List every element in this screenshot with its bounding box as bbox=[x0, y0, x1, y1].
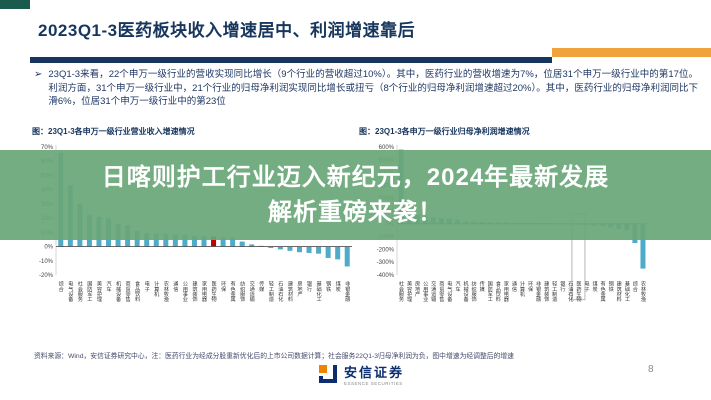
svg-text:银行: 银行 bbox=[559, 280, 565, 293]
svg-text:家用电器: 家用电器 bbox=[201, 280, 207, 304]
svg-text:非银金融: 非银金融 bbox=[535, 280, 541, 304]
svg-text:煤炭: 煤炭 bbox=[335, 280, 341, 293]
svg-text:社会服务: 社会服务 bbox=[76, 280, 82, 304]
svg-text:机械设备: 机械设备 bbox=[462, 280, 468, 304]
svg-text:基础化工: 基础化工 bbox=[623, 280, 629, 303]
svg-text:70%: 70% bbox=[41, 145, 54, 151]
svg-text:家用电器: 家用电器 bbox=[502, 280, 508, 304]
svg-text:医药生物: 医药生物 bbox=[575, 281, 581, 304]
svg-text:建筑装饰: 建筑装饰 bbox=[191, 280, 197, 304]
svg-text:-200%: -200% bbox=[377, 247, 395, 253]
svg-text:美容护理: 美容护理 bbox=[96, 280, 102, 303]
title-divider-blue bbox=[30, 57, 552, 63]
source-footnote: 资料来源：Wind，安信证券研究中心，注：医药行业为经成分股重新优化后的上市公司… bbox=[34, 353, 514, 360]
svg-text:建筑材料: 建筑材料 bbox=[287, 280, 293, 304]
svg-text:机械设备: 机械设备 bbox=[115, 280, 121, 304]
page-number: 8 bbox=[648, 364, 654, 375]
svg-text:非银金融: 非银金融 bbox=[344, 280, 350, 304]
svg-text:公用事业: 公用事业 bbox=[422, 281, 428, 302]
svg-text:食品饮料: 食品饮料 bbox=[134, 280, 140, 304]
svg-text:美容护理: 美容护理 bbox=[406, 280, 412, 303]
svg-text:电子: 电子 bbox=[144, 280, 150, 292]
svg-text:传媒: 传媒 bbox=[478, 280, 484, 293]
svg-text:电子: 电子 bbox=[584, 280, 590, 292]
svg-text:商贸零售: 商贸零售 bbox=[124, 280, 130, 304]
svg-text:房地产: 房地产 bbox=[296, 280, 302, 298]
svg-text:传媒: 传媒 bbox=[258, 280, 264, 293]
svg-text:-400%: -400% bbox=[377, 273, 395, 279]
svg-text:-300%: -300% bbox=[377, 260, 395, 266]
svg-text:0%: 0% bbox=[44, 245, 53, 251]
svg-text:国防军工: 国防军工 bbox=[86, 281, 92, 303]
svg-text:有色金属: 有色金属 bbox=[599, 280, 605, 304]
bullet-arrow-icon: ➢ bbox=[34, 69, 43, 80]
svg-text:计算机: 计算机 bbox=[519, 280, 525, 298]
brand-logo: 安信证券 ESSENCE SECURITIES bbox=[318, 362, 404, 386]
svg-text:电气设备: 电气设备 bbox=[446, 280, 452, 304]
svg-text:交通运输: 交通运输 bbox=[430, 280, 436, 304]
svg-text:-10%: -10% bbox=[39, 259, 54, 265]
svg-text:医药生物: 医药生物 bbox=[211, 281, 217, 304]
svg-text:综合: 综合 bbox=[632, 280, 638, 293]
svg-text:通信: 通信 bbox=[172, 280, 178, 293]
svg-text:建筑装饰: 建筑装饰 bbox=[543, 280, 549, 304]
corner-accent bbox=[0, 0, 30, 9]
promo-text-line2: 解析重磅来袭！ bbox=[268, 199, 443, 226]
svg-text:石油石化: 石油石化 bbox=[567, 281, 573, 304]
svg-text:银行: 银行 bbox=[306, 280, 312, 293]
svg-text:600%: 600% bbox=[379, 145, 395, 151]
svg-text:公用事业: 公用事业 bbox=[182, 281, 188, 302]
brand-name: 安信证券 bbox=[344, 365, 405, 380]
svg-text:纺织服饰: 纺织服饰 bbox=[470, 280, 476, 304]
svg-text:钢铁: 钢铁 bbox=[608, 280, 614, 293]
svg-text:汽车: 汽车 bbox=[105, 280, 111, 293]
svg-text:钢铁: 钢铁 bbox=[325, 280, 331, 293]
summary-bullet: ➢ 23Q1-3来看，22个申万一级行业的营收实现同比增长（9个行业的营收超过1… bbox=[34, 68, 698, 109]
svg-text:煤炭: 煤炭 bbox=[592, 280, 598, 293]
promo-text-line1: 日喀则护工行业迈入新纪元，2024年最新发展 bbox=[101, 164, 610, 191]
svg-text:商贸零售: 商贸零售 bbox=[438, 280, 444, 304]
summary-text: 23Q1-3来看，22个申万一级行业的营收实现同比增长（9个行业的营收超过10%… bbox=[48, 69, 698, 107]
svg-text:综合: 综合 bbox=[57, 280, 63, 293]
promo-overlay-banner: 日喀则护工行业迈入新纪元，2024年最新发展 解析重磅来袭！ bbox=[0, 150, 711, 240]
svg-text:房地产: 房地产 bbox=[414, 280, 420, 298]
svg-text:电气设备: 电气设备 bbox=[67, 280, 73, 304]
svg-text:建筑材料: 建筑材料 bbox=[615, 280, 621, 304]
svg-text:交通运输: 交通运输 bbox=[248, 280, 254, 304]
svg-text:农林牧渔: 农林牧渔 bbox=[640, 280, 646, 304]
page-title: 2023Q1-3医药板块收入增速居中、利润增速靠后 bbox=[38, 21, 416, 40]
svg-text:轻工制造: 轻工制造 bbox=[551, 280, 557, 304]
svg-text:社会服务: 社会服务 bbox=[398, 280, 404, 304]
essence-securities-logo-icon bbox=[319, 365, 337, 383]
chart-title-revenue: 图：23Q1-3各申万一级行业营业收入增速情况 bbox=[32, 127, 195, 136]
brand-subtitle: ESSENCE SECURITIES bbox=[344, 381, 403, 386]
svg-text:计算机: 计算机 bbox=[153, 280, 159, 298]
svg-text:纺织服饰: 纺织服饰 bbox=[239, 280, 245, 304]
svg-text:国防军工: 国防军工 bbox=[487, 281, 493, 303]
svg-text:轻工制造: 轻工制造 bbox=[267, 280, 273, 304]
svg-text:环保: 环保 bbox=[220, 281, 226, 293]
svg-text:汽车: 汽车 bbox=[454, 280, 460, 293]
svg-text:农林牧渔: 农林牧渔 bbox=[162, 280, 168, 304]
svg-text:基础化工: 基础化工 bbox=[315, 280, 321, 303]
svg-text:食品饮料: 食品饮料 bbox=[494, 280, 500, 304]
svg-text:有色金属: 有色金属 bbox=[229, 280, 235, 304]
title-divider-orange bbox=[552, 48, 711, 57]
svg-text:-20%: -20% bbox=[39, 273, 54, 279]
svg-text:通信: 通信 bbox=[511, 280, 517, 293]
svg-text:石油石化: 石油石化 bbox=[277, 281, 283, 304]
svg-text:环保: 环保 bbox=[527, 281, 533, 293]
chart-title-profit: 图：23Q1-3各申万一级行业归母净利润增速情况 bbox=[359, 127, 530, 136]
